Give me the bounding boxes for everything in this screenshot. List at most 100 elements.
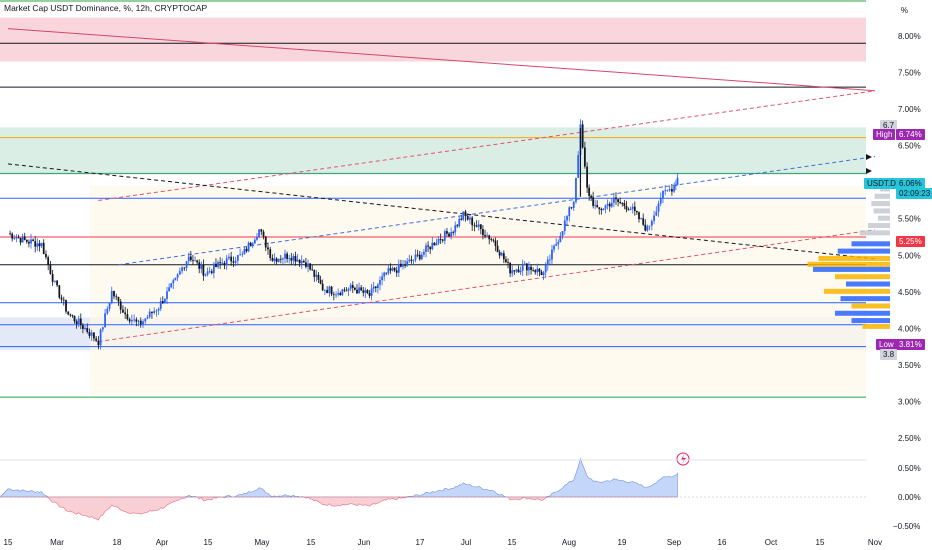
price-marker-arrow <box>866 154 872 160</box>
candle-body <box>588 187 591 196</box>
volume-profile-bar <box>818 255 890 261</box>
candle-body <box>423 251 425 255</box>
candle-body <box>56 280 58 286</box>
candle-body <box>17 237 20 239</box>
candle-body <box>412 259 415 261</box>
zone-cream <box>90 185 866 395</box>
candle-body <box>262 231 265 237</box>
candle-body <box>73 315 76 322</box>
candle-body <box>84 327 86 329</box>
candle-body <box>638 212 640 220</box>
low-value-tag: 3.81% <box>896 339 925 350</box>
candle-body <box>157 308 160 311</box>
candle-body <box>606 203 609 206</box>
x-tick-label: 15 <box>307 538 316 547</box>
candle-body <box>627 209 630 211</box>
candle-body <box>47 257 50 265</box>
candle-body <box>534 270 537 273</box>
candle-body <box>590 195 593 198</box>
candle-body <box>488 235 491 240</box>
candle-body <box>659 198 662 204</box>
candle-body <box>135 319 138 322</box>
candle-body <box>416 254 419 256</box>
candle-body <box>435 243 438 246</box>
osc-y-tick-label: 0.50% <box>898 464 921 473</box>
candle-body <box>284 253 286 259</box>
candle-body <box>146 317 149 319</box>
candle-body <box>60 297 63 300</box>
candle-body <box>126 314 129 320</box>
y-tick-label: 7.50% <box>898 68 921 77</box>
volume-profile-bar <box>840 296 890 302</box>
candle-body <box>536 268 539 273</box>
candle-body <box>604 205 607 209</box>
candle-body <box>253 239 256 244</box>
candle-body <box>245 248 248 252</box>
x-tick-label: Jun <box>358 538 371 547</box>
candle-body <box>202 264 205 276</box>
candle-body <box>307 263 309 267</box>
candle-body <box>466 216 469 220</box>
candle-body <box>90 332 93 336</box>
candle-body <box>452 232 455 233</box>
candle-body <box>368 293 371 296</box>
candle-body <box>668 189 671 191</box>
low-small-tag: 3.8 <box>880 349 898 360</box>
trendline-1 <box>98 229 876 343</box>
candle-body <box>219 262 222 264</box>
volume-profile-bar <box>873 208 890 214</box>
candle-body <box>374 286 377 289</box>
candle-body <box>176 274 179 278</box>
candle-body <box>267 247 269 250</box>
candle-body <box>204 274 207 276</box>
last-symbol-tag: USDT.D <box>864 178 899 189</box>
y-tick-label: 2.50% <box>898 434 921 443</box>
candle-body <box>650 220 653 226</box>
candle-body <box>425 245 427 252</box>
candle-body <box>42 242 45 255</box>
candle-body <box>471 217 474 226</box>
candle-body <box>115 296 118 298</box>
candle-body <box>67 311 70 315</box>
volume-profile-bar <box>837 248 890 254</box>
candle-body <box>418 254 421 260</box>
candle-body <box>517 269 520 273</box>
candle-body <box>258 229 260 238</box>
candle-body <box>225 258 228 266</box>
candle-body <box>594 205 597 206</box>
candle-body <box>185 261 188 268</box>
candle-body <box>210 271 213 274</box>
candle-body <box>456 225 459 227</box>
candle-body <box>271 257 274 261</box>
candle-body <box>260 229 263 232</box>
candle-body <box>110 290 113 303</box>
candle-body <box>486 235 489 237</box>
candle-body <box>437 239 440 244</box>
candle-body <box>181 267 183 272</box>
candle-body <box>228 256 230 259</box>
candle-body <box>189 256 192 261</box>
y-tick-label: 4.00% <box>898 324 921 333</box>
candle-body <box>648 225 651 227</box>
candle-body <box>530 266 532 271</box>
candle-body <box>144 318 147 322</box>
countdown-tag: 02:09:23 <box>896 188 932 199</box>
last-value-tag: 6.06% <box>896 178 925 189</box>
candle-body <box>441 239 444 241</box>
candle-body <box>53 280 56 282</box>
candle-body <box>395 270 398 273</box>
candle-body <box>379 280 381 285</box>
x-tick-label: Sep <box>667 538 682 547</box>
candle-body <box>546 259 549 266</box>
candle-body <box>360 287 363 291</box>
candle-body <box>364 290 367 293</box>
candle-body <box>431 242 434 250</box>
x-tick-label: Aug <box>562 538 576 547</box>
candle-body <box>58 285 61 298</box>
candle-body <box>122 309 124 313</box>
high-small-tag: 6.7 <box>880 120 898 131</box>
candle-body <box>273 258 276 261</box>
volume-profile-bar <box>846 281 890 287</box>
candle-body <box>653 215 655 221</box>
